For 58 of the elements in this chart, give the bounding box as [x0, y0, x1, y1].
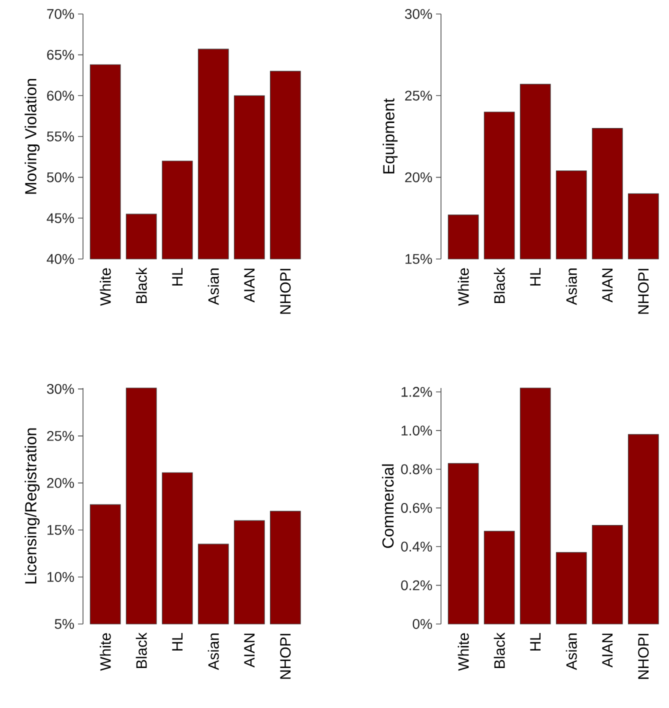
y-tick-label: 50%	[47, 172, 74, 182]
x-tick-label: White	[100, 633, 111, 671]
x-tick-label: AIAN	[602, 268, 613, 303]
x-tick-label: White	[458, 633, 469, 671]
x-tick-label: AIAN	[244, 268, 255, 303]
y-axis-title: Moving Violation	[24, 78, 40, 194]
y-tick-label: 30%	[404, 9, 432, 19]
y-tick-label: 25%	[405, 90, 432, 101]
x-tick-label: HL	[530, 268, 541, 286]
bar	[520, 388, 551, 624]
y-tick-label: 65%	[47, 50, 74, 60]
y-tick-label: 20%	[47, 478, 74, 488]
x-tick-label: Black	[136, 632, 147, 668]
x-tick-label: White	[458, 268, 469, 306]
x-tick-label: NHOPI	[280, 634, 291, 679]
y-tick-label: 15%	[48, 525, 74, 535]
bar	[628, 434, 659, 624]
y-tick-label: 0%	[412, 619, 432, 629]
y-tick-label: 10%	[48, 572, 74, 582]
x-tick-label: Asian	[208, 268, 219, 306]
y-tick-label: 15%	[406, 254, 432, 264]
y-tick-label: 55%	[47, 132, 74, 142]
x-tick-label: NHOPI	[638, 268, 649, 314]
bar	[556, 552, 587, 624]
x-tick-label: AIAN	[244, 634, 255, 668]
y-tick-label: 0.4%	[401, 542, 432, 552]
x-tick-label: Asian	[566, 268, 577, 306]
bar	[448, 463, 479, 624]
y-tick-label: 40%	[46, 254, 74, 264]
y-tick-label: 0.8%	[401, 464, 432, 474]
y-tick-label: 45%	[46, 213, 74, 224]
x-tick-label: AIAN	[602, 634, 613, 668]
bar	[592, 525, 623, 624]
x-tick-label: Black	[494, 632, 505, 668]
x-tick-label: Black	[136, 268, 147, 303]
y-axis-title: Licensing/Registration	[24, 428, 40, 584]
y-tick-label: 1.2%	[402, 386, 432, 397]
y-tick-label: 30%	[46, 384, 74, 394]
y-tick-label: 60%	[47, 90, 74, 101]
y-tick-label: 0.6%	[401, 502, 432, 513]
x-tick-label: HL	[172, 268, 183, 286]
x-tick-label: Asian	[566, 634, 577, 670]
x-tick-label: HL	[530, 633, 541, 650]
y-tick-label: 20%	[405, 172, 432, 182]
bar	[484, 530, 515, 624]
x-tick-label: White	[100, 268, 111, 306]
x-tick-label: Black	[494, 268, 505, 303]
y-axis-title: Commercial	[382, 464, 394, 548]
y-tick-label: 0.2%	[401, 580, 432, 590]
y-axis-title: Equipment	[382, 98, 398, 174]
y-tick-label: 1.0%	[402, 426, 432, 436]
x-tick-label: NHOPI	[638, 634, 649, 679]
y-tick-label: 25%	[47, 430, 74, 441]
y-tick-label: 70%	[47, 9, 74, 19]
x-tick-label: Asian	[208, 634, 219, 670]
x-tick-label: HL	[172, 633, 183, 650]
y-tick-label: 5%	[54, 619, 74, 629]
x-tick-label: NHOPI	[280, 268, 291, 314]
